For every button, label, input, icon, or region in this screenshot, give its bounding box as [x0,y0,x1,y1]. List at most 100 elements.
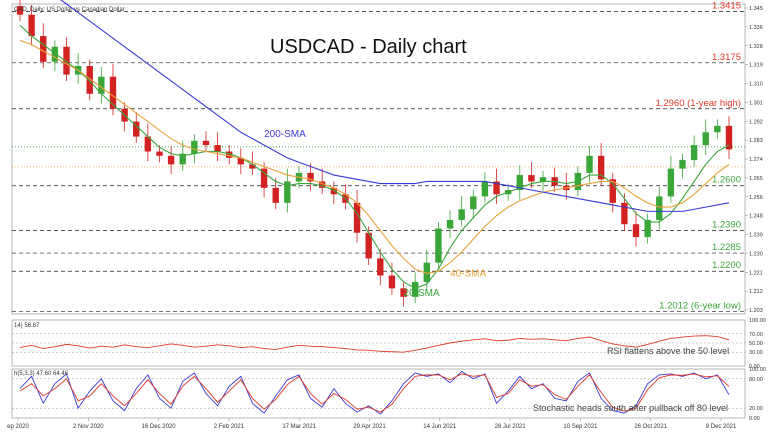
osc-tick-label: 100.00 [749,318,766,324]
candle-body [388,275,396,289]
y-tick-label: 1.319 [749,63,763,69]
candle-body [191,140,198,154]
indicator-line [19,24,730,289]
osc-tick-label: 30.00 [749,350,763,356]
candle-body [28,14,35,37]
osc-tick-label: 70.00 [749,332,763,338]
rsi-panel [12,333,745,353]
candle-body [319,181,326,188]
x-tick-label: 26 Oct 2021 [634,424,667,430]
candle-body [423,262,430,282]
y-tick-label: 1.283 [749,138,763,144]
candle-body [481,181,489,197]
y-tick-label: 1.265 [749,176,763,182]
rsi-annotation: RSI flattens above the 50 level [607,346,729,356]
x-tick-label: 29 Apr 2021 [353,424,386,430]
candle-body [51,46,59,62]
y-tick-label: 1.256 [749,195,763,201]
y-tick-label: 1.203 [749,308,763,314]
candle-body [330,187,338,195]
candle-body [353,202,361,233]
candle-body [365,232,372,259]
candle-body [597,155,605,180]
candle-body [539,177,547,182]
candle-body [458,209,465,220]
candle-body [202,140,210,146]
level-label: 1.2200 [712,260,741,271]
x-tick-label: ep 2020 [7,424,29,430]
x-tick-label: 17 Mar 2021 [282,424,316,430]
candle-body [98,76,105,94]
panel-frame [11,368,746,419]
y-tick-label: 1.248 [749,214,763,220]
candle-body [411,281,419,297]
y-tick-label: 1.292 [749,119,763,125]
level-label: 1.3175 [712,52,741,63]
x-tick-label: 14 Jun 2021 [423,424,457,430]
candle-body [644,219,651,238]
y-tick-label: 1.310 [749,82,763,88]
candle-body [621,202,628,225]
level-label: 1.3415 [712,0,741,11]
candle-body [400,288,407,297]
y-tick-label: 1.301 [749,100,763,106]
candle-body [226,151,233,158]
candle-body [714,125,721,133]
level-label: 1.2600 [712,175,741,186]
candle-body [528,175,535,182]
candle-body [435,228,442,263]
sma-label: 20-SMA [404,288,440,299]
candle-body [214,145,221,152]
candle-body [632,224,640,238]
candle-body [249,164,256,169]
osc-tick-label: 0.00 [749,416,760,422]
candle-body [109,76,117,109]
chart-title: USDCAD - Daily chart [270,36,467,58]
candle-body [679,160,686,169]
candle-body [260,168,268,188]
osc-tick-label: 20.00 [749,406,763,412]
x-tick-label: 9 Dec 2021 [706,424,737,430]
y-tick-label: 1.336 [749,25,763,31]
candle-body [86,66,93,94]
candle-body [133,121,140,137]
candle-body [470,196,477,210]
candle-body [179,153,186,165]
candle-body [144,136,152,152]
candle-body [284,181,291,203]
candle-body [377,258,384,276]
osc-tick-label: 100.00 [749,367,766,373]
candle-body [493,181,500,195]
main-price-panel: 1.3415 1.3175 1.2960 (1-year high) 1.2600 1.… [16,0,741,311]
y-tick-label: 1.274 [749,157,763,163]
x-tick-label: 16 Dec 2020 [142,424,177,430]
candle-body [690,145,698,161]
y-tick-label: 1.345 [749,6,763,12]
x-tick-label: 28 Jul 2021 [495,424,527,430]
indicator-line [60,0,730,212]
candle-body [446,219,454,229]
x-tick-label: 2 Feb 2021 [214,424,245,430]
level-label: 1.2285 [712,242,741,253]
level-label: 1.2390 [712,220,741,231]
candle-body [307,172,314,182]
candle-body [702,132,709,146]
candle-body [272,187,279,203]
stochastic-header: h(5,3,3) 47.60 64.46 [14,371,69,377]
symbol-info: CAD, Daily: US Dollar vs Canadian Dollar [14,7,125,13]
sma-label: 40-SMA [450,269,486,280]
indicator-line [19,39,730,274]
osc-tick-label: 80.00 [749,377,763,383]
candle-body [725,125,733,150]
candle-body [586,155,593,173]
osc-line [19,335,730,353]
candle-body [40,36,47,62]
x-tick-label: 2 Nov 2020 [73,424,104,430]
y-tick-label: 1.230 [749,251,763,257]
stochastic-panel [12,370,745,415]
sma-label: 200-SMA [264,129,306,140]
osc-tick-label: 50.00 [749,341,763,347]
candle-body [63,46,70,75]
